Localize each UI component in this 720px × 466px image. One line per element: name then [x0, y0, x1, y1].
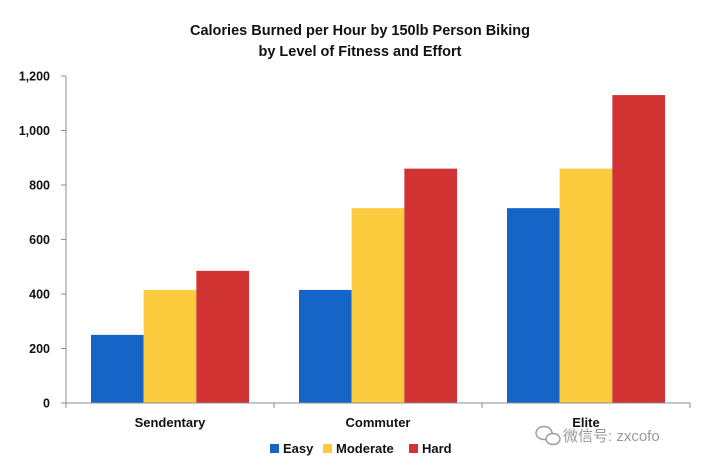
- chart-subtitle: by Level of Fitness and Effort: [258, 44, 461, 60]
- watermark-text: 微信号: zxcofo: [563, 428, 660, 445]
- y-tick-label: 1,000: [19, 124, 50, 138]
- bar-hard-elite: [612, 95, 666, 403]
- x-category-label: Sendentary: [135, 415, 207, 430]
- bar-hard-sendentary: [196, 270, 250, 403]
- bar-moderate-elite: [559, 168, 613, 403]
- bar-hard-commuter: [404, 168, 458, 403]
- legend-label-moderate: Moderate: [336, 441, 394, 456]
- y-tick-label: 1,200: [19, 70, 50, 84]
- chart-title: Calories Burned per Hour by 150lb Person…: [190, 23, 530, 39]
- legend-label-easy: Easy: [283, 441, 314, 456]
- legend-swatch-hard: [409, 444, 418, 453]
- bars: [90, 95, 666, 403]
- y-tick-label: 0: [43, 397, 50, 411]
- bar-moderate-commuter: [351, 208, 405, 403]
- legend: Easy Moderate Hard: [270, 441, 452, 456]
- y-tick-label: 800: [29, 179, 50, 193]
- y-tick-label: 200: [29, 342, 50, 356]
- y-tick-label: 400: [29, 288, 50, 302]
- legend-label-hard: Hard: [422, 441, 452, 456]
- bar-easy-commuter: [298, 289, 352, 403]
- x-category-label: Commuter: [345, 415, 410, 430]
- bar-moderate-sendentary: [143, 289, 197, 403]
- bar-easy-elite: [506, 208, 560, 403]
- wechat-icon: [535, 425, 561, 446]
- y-tick-label: 600: [29, 233, 50, 247]
- y-axis: 0 200 400 600 800 1,000 1,200: [19, 70, 67, 411]
- x-axis: Sendentary Commuter Elite: [65, 402, 691, 430]
- watermark: 微信号: zxcofo: [535, 425, 660, 446]
- x-category-label: Elite: [572, 415, 599, 430]
- legend-swatch-easy: [270, 444, 279, 453]
- bar-easy-sendentary: [90, 334, 144, 403]
- legend-swatch-moderate: [323, 444, 332, 453]
